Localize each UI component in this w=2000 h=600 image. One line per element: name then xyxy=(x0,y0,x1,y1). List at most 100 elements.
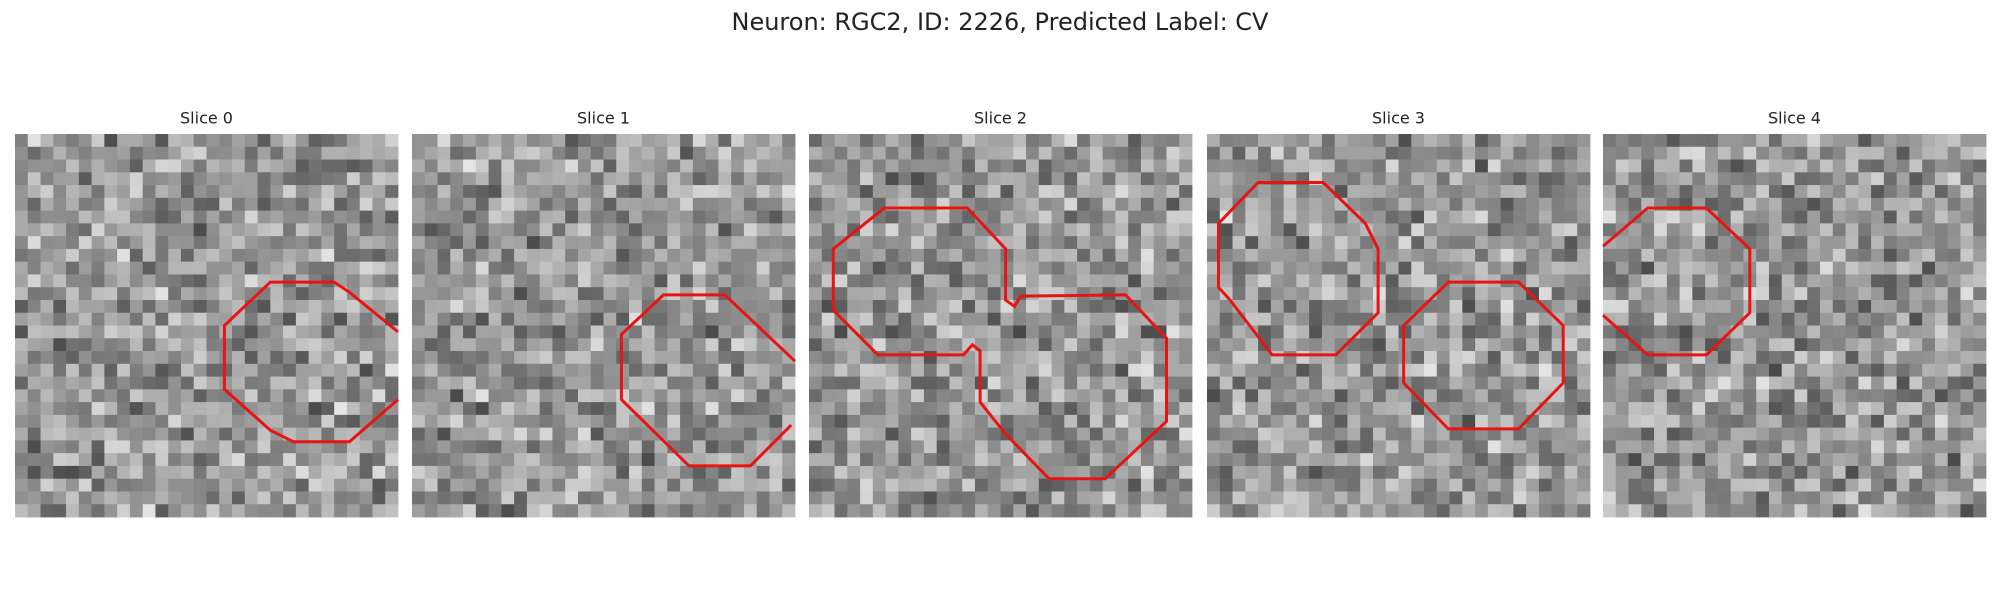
pixel xyxy=(1807,491,1821,505)
pixel xyxy=(1960,223,1974,237)
pixel xyxy=(155,427,169,441)
pixel xyxy=(1909,312,1923,326)
pixel xyxy=(974,134,989,148)
pixel xyxy=(1743,491,1757,505)
pixel xyxy=(1309,299,1323,314)
pixel xyxy=(1385,248,1399,263)
pixel xyxy=(629,287,643,301)
pixel xyxy=(1038,223,1052,237)
pixel xyxy=(1270,414,1284,429)
pixel xyxy=(1321,146,1336,160)
pixel xyxy=(168,376,182,390)
pixel xyxy=(91,210,105,224)
pixel xyxy=(1756,478,1770,492)
pixel xyxy=(244,248,258,263)
pixel xyxy=(590,427,604,441)
pixel xyxy=(1089,414,1104,429)
pixel xyxy=(718,363,732,377)
pixel xyxy=(206,312,220,326)
pixel xyxy=(641,440,655,454)
pixel xyxy=(1424,134,1438,148)
pixel xyxy=(962,363,976,377)
pixel xyxy=(1858,172,1872,186)
pixel xyxy=(1820,351,1834,365)
pixel xyxy=(1000,414,1014,429)
pixel xyxy=(731,261,745,275)
pixel xyxy=(1436,465,1450,480)
pixel xyxy=(372,440,386,454)
pixel xyxy=(1398,261,1412,275)
pixel xyxy=(847,172,861,186)
pixel xyxy=(219,299,233,314)
pixel xyxy=(847,274,861,288)
pixel xyxy=(1768,223,1783,237)
pixel xyxy=(1219,261,1233,275)
pixel xyxy=(450,261,464,275)
pixel xyxy=(834,478,848,492)
pixel xyxy=(1038,312,1052,326)
pixel xyxy=(1000,402,1014,416)
pixel xyxy=(1436,453,1450,467)
pixel xyxy=(1871,363,1885,377)
pixel xyxy=(1500,440,1514,454)
pixel xyxy=(1551,465,1565,480)
pixel xyxy=(219,134,233,148)
pixel xyxy=(1654,287,1668,301)
pixel xyxy=(667,427,681,441)
pixel xyxy=(923,248,938,263)
pixel xyxy=(1064,197,1078,211)
pixel xyxy=(1334,172,1348,186)
pixel xyxy=(1207,363,1221,377)
pixel xyxy=(1334,274,1348,288)
pixel xyxy=(385,248,399,263)
pixel xyxy=(1424,491,1438,505)
pixel xyxy=(1038,389,1052,403)
pixel xyxy=(1102,402,1116,416)
pixel xyxy=(1013,146,1027,160)
pixel xyxy=(809,185,823,199)
pixel xyxy=(488,197,502,211)
pixel xyxy=(1321,287,1336,301)
pixel xyxy=(1679,185,1693,199)
pixel xyxy=(1064,261,1078,275)
pixel xyxy=(565,325,579,339)
pixel xyxy=(1245,197,1259,211)
pixel xyxy=(1756,338,1770,352)
pixel xyxy=(283,248,297,263)
pixel xyxy=(514,236,528,250)
pixel xyxy=(1743,465,1757,480)
pixel xyxy=(603,261,617,275)
pixel xyxy=(769,351,783,365)
pixel xyxy=(718,261,732,275)
pixel xyxy=(1077,299,1091,314)
pixel xyxy=(590,338,604,352)
pixel xyxy=(53,389,67,403)
pixel xyxy=(308,402,322,416)
pixel xyxy=(1026,440,1040,454)
pixel xyxy=(667,299,681,314)
pixel xyxy=(1026,312,1040,326)
pixel xyxy=(1768,325,1783,339)
pixel xyxy=(1258,299,1272,314)
pixel xyxy=(1245,338,1259,352)
pixel xyxy=(283,351,297,365)
pixel xyxy=(680,402,694,416)
pixel xyxy=(782,338,796,352)
pixel xyxy=(91,363,105,377)
pixel xyxy=(1756,453,1770,467)
pixel xyxy=(180,236,195,250)
pixel xyxy=(1026,389,1040,403)
pixel xyxy=(385,223,399,237)
pixel xyxy=(743,402,758,416)
pixel xyxy=(936,465,950,480)
pixel xyxy=(219,440,233,454)
pixel xyxy=(1641,134,1655,148)
pixel xyxy=(1051,402,1065,416)
pixel xyxy=(1411,427,1425,441)
pixel xyxy=(962,376,976,390)
pixel xyxy=(1385,351,1399,365)
pixel xyxy=(1000,363,1014,377)
pixel xyxy=(1641,351,1655,365)
pixel xyxy=(641,223,655,237)
pixel xyxy=(1038,185,1052,199)
